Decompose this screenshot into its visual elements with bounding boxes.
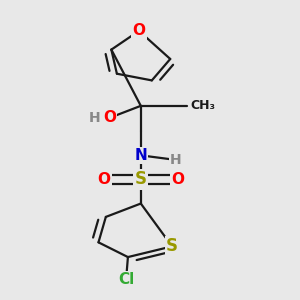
Text: O: O	[133, 23, 146, 38]
Text: Cl: Cl	[118, 272, 134, 287]
Text: CH₃: CH₃	[190, 99, 215, 112]
Text: O: O	[171, 172, 184, 187]
Text: S: S	[135, 170, 147, 188]
Text: H: H	[89, 111, 100, 125]
Text: N: N	[134, 148, 147, 163]
Text: S: S	[166, 237, 178, 255]
Text: O: O	[103, 110, 116, 125]
Text: H: H	[170, 153, 182, 167]
Text: O: O	[98, 172, 110, 187]
